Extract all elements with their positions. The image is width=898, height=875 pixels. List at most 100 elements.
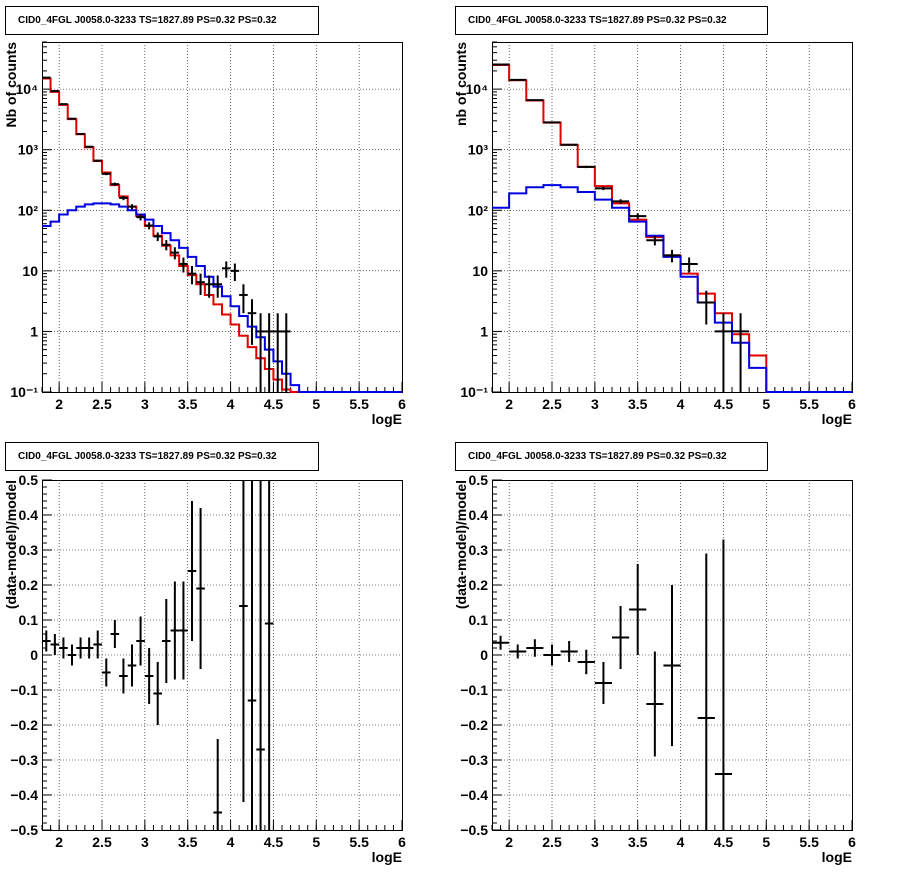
residual-point <box>196 508 205 669</box>
y-tick-label: 0.1 <box>19 612 39 628</box>
residual-point <box>179 581 188 680</box>
model-source-histogram <box>42 202 402 393</box>
x-tick-label: 2 <box>505 834 513 850</box>
residual-point <box>663 585 681 746</box>
data-point <box>629 213 647 220</box>
data-point <box>612 199 630 204</box>
y-tick-label: 10³ <box>468 142 489 158</box>
residual-point <box>84 637 94 659</box>
chart-panel-1: CID0_4FGL J0058.0-3233 TS=1827.89 PS=0.3… <box>3 6 406 427</box>
x-tick-label: 3 <box>141 396 149 412</box>
chart-panel-2: CID0_4FGL J0058.0-3233 TS=1827.89 PS=0.3… <box>453 6 856 427</box>
y-tick-label: 1 <box>30 323 38 339</box>
data-point <box>213 275 222 298</box>
residual-point <box>59 637 68 659</box>
data-point <box>50 90 60 93</box>
residual-point <box>577 649 595 675</box>
residual-point <box>629 564 647 655</box>
y-tick-label: 10³ <box>18 142 39 158</box>
data-point <box>110 182 120 186</box>
data-point <box>264 313 274 392</box>
residual-point <box>492 635 510 650</box>
x-tick-label: 3.5 <box>178 834 198 850</box>
x-tick-label: 3 <box>591 396 599 412</box>
x-tick-label: 6 <box>398 396 406 412</box>
data-point <box>127 204 137 210</box>
x-tick-label: 3 <box>141 834 149 850</box>
y-axis-label: (data-model)/model <box>453 480 469 609</box>
residual-point <box>136 616 145 666</box>
y-tick-label: −0.3 <box>10 752 38 768</box>
data-point <box>170 247 180 260</box>
x-tick-label: 4.5 <box>264 396 284 412</box>
data-point <box>84 145 94 148</box>
x-tick-label: 5 <box>312 396 320 412</box>
x-tick-label: 5.5 <box>349 396 369 412</box>
x-axis-label: logE <box>822 411 852 427</box>
x-tick-label: 3.5 <box>178 396 198 412</box>
chart-panel-4: CID0_4FGL J0058.0-3233 TS=1827.89 PS=0.3… <box>453 442 856 865</box>
residual-point <box>127 644 137 687</box>
y-tick-label: −0.2 <box>460 717 488 733</box>
y-tick-label: 0 <box>30 647 38 663</box>
x-tick-label: 6 <box>398 834 406 850</box>
x-tick-label: 4.5 <box>264 834 284 850</box>
chart-title-box <box>5 442 319 471</box>
data-point <box>526 99 544 102</box>
chart-title: CID0_4FGL J0058.0-3233 TS=1827.89 PS=0.3… <box>18 451 277 462</box>
y-tick-label: −0.1 <box>10 682 38 698</box>
y-tick-label: −0.3 <box>460 752 488 768</box>
y-tick-label: −0.4 <box>10 787 38 803</box>
x-tick-label: 3 <box>591 834 599 850</box>
data-point <box>222 261 231 278</box>
x-axis-label: logE <box>372 411 402 427</box>
chart-panel-3: CID0_4FGL J0058.0-3233 TS=1827.89 PS=0.3… <box>3 442 406 865</box>
data-point <box>187 266 197 285</box>
residual-point <box>42 630 51 652</box>
x-tick-label: 5.5 <box>799 834 819 850</box>
y-tick-label: −0.4 <box>460 787 488 803</box>
data-point <box>594 186 612 191</box>
residual-point <box>612 606 630 669</box>
residual-point <box>543 644 561 666</box>
x-tick-label: 6 <box>848 396 856 412</box>
residual-point <box>162 599 171 683</box>
residual-point <box>256 480 265 830</box>
x-tick-label: 5 <box>312 834 320 850</box>
model-total-histogram <box>42 77 402 393</box>
y-tick-label: 0.4 <box>469 507 489 523</box>
chart-title-box <box>455 442 768 471</box>
data-point <box>282 313 291 392</box>
x-tick-label: 2.5 <box>542 834 562 850</box>
y-tick-label: 10⁻¹ <box>10 384 38 400</box>
x-tick-label: 5 <box>762 834 770 850</box>
data-point <box>239 284 248 314</box>
chart-title-box <box>455 6 768 35</box>
x-tick-label: 5 <box>762 396 770 412</box>
data-point <box>93 159 102 162</box>
y-tick-label: 0.4 <box>19 507 39 523</box>
residual-point <box>646 651 664 757</box>
data-point <box>119 195 128 201</box>
data-point <box>162 240 171 251</box>
chart-title: CID0_4FGL J0058.0-3233 TS=1827.89 PS=0.3… <box>18 15 277 26</box>
x-axis-label: logE <box>372 849 402 865</box>
residual-point <box>119 658 128 694</box>
y-tick-label: 0.2 <box>19 577 39 593</box>
data-point <box>273 313 282 392</box>
data-point <box>102 172 111 176</box>
x-tick-label: 2.5 <box>542 396 562 412</box>
data-point <box>663 249 681 263</box>
x-tick-label: 2.5 <box>92 834 112 850</box>
y-tick-label: 0.2 <box>469 577 489 593</box>
residual-point <box>187 501 197 641</box>
residual-point <box>526 639 544 657</box>
residual-point <box>594 662 612 704</box>
model-total-histogram <box>492 64 852 393</box>
residual-point <box>509 644 527 659</box>
data-point <box>697 290 715 325</box>
residual-point <box>153 662 162 725</box>
residual-point <box>714 539 732 830</box>
x-tick-label: 4 <box>677 396 685 412</box>
